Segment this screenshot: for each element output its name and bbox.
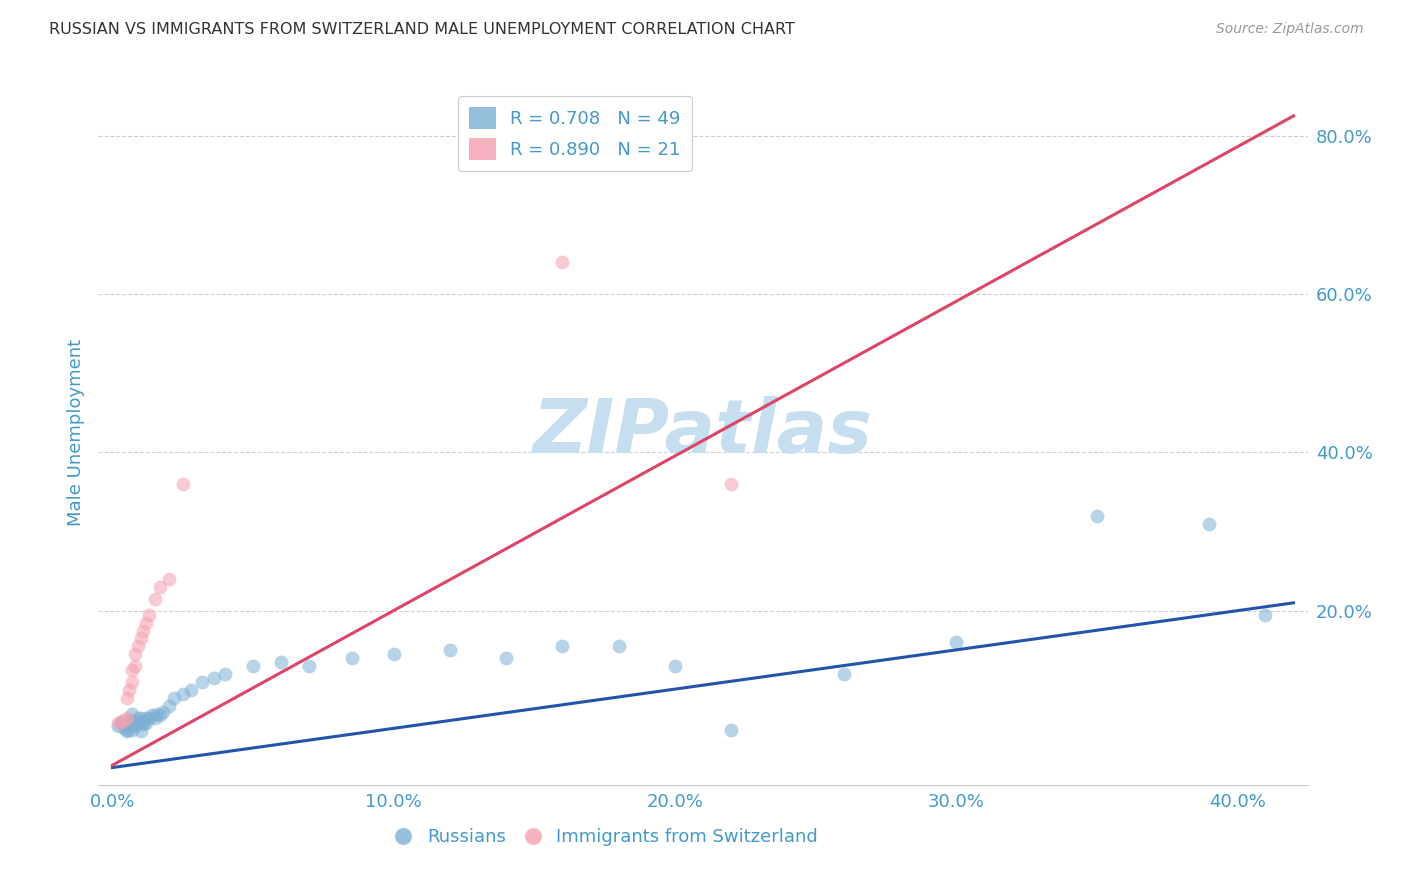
Point [664, 659, 686, 673]
Point [110, 714, 132, 729]
Point [121, 663, 143, 677]
Point [172, 477, 194, 491]
Point [138, 607, 160, 622]
Point [127, 711, 149, 725]
Point [135, 711, 157, 725]
Point [127, 640, 149, 654]
Point [202, 671, 225, 685]
Point [149, 580, 172, 594]
Point [115, 711, 138, 725]
Point [121, 706, 143, 721]
Point [214, 667, 236, 681]
Point [124, 659, 146, 673]
Point [152, 705, 174, 719]
Point [495, 651, 517, 665]
Y-axis label: Male Unemployment: Male Unemployment [66, 339, 84, 526]
Text: Source: ZipAtlas.com: Source: ZipAtlas.com [1216, 22, 1364, 37]
Point [157, 572, 180, 586]
Point [112, 721, 135, 735]
Point [132, 624, 155, 638]
Point [112, 713, 135, 727]
Point [439, 643, 461, 657]
Point [115, 690, 138, 705]
Point [298, 659, 321, 673]
Point [132, 717, 155, 731]
Point [340, 651, 363, 665]
Point [118, 682, 141, 697]
Point [720, 477, 742, 491]
Point [110, 714, 132, 729]
Point [945, 635, 967, 649]
Point [551, 255, 574, 269]
Point [129, 724, 152, 739]
Point [115, 724, 138, 739]
Point [129, 632, 152, 646]
Point [127, 716, 149, 731]
Point [149, 708, 172, 723]
Point [135, 615, 157, 630]
Point [720, 723, 742, 737]
Point [172, 687, 194, 701]
Point [1198, 516, 1220, 531]
Point [551, 640, 574, 654]
Point [107, 718, 129, 732]
Point [143, 711, 166, 725]
Point [1085, 508, 1108, 523]
Point [112, 716, 135, 731]
Point [135, 716, 157, 731]
Point [191, 675, 214, 690]
Point [132, 714, 155, 729]
Point [118, 713, 141, 727]
Text: RUSSIAN VS IMMIGRANTS FROM SWITZERLAND MALE UNEMPLOYMENT CORRELATION CHART: RUSSIAN VS IMMIGRANTS FROM SWITZERLAND M… [49, 22, 794, 37]
Point [180, 682, 202, 697]
Point [146, 706, 169, 721]
Point [141, 708, 163, 723]
Point [124, 714, 146, 729]
Point [121, 723, 143, 737]
Point [242, 659, 264, 673]
Point [270, 655, 292, 669]
Point [138, 711, 160, 725]
Point [832, 667, 855, 681]
Point [157, 698, 180, 713]
Legend: Russians, Immigrants from Switzerland: Russians, Immigrants from Switzerland [387, 821, 825, 854]
Point [607, 640, 630, 654]
Point [163, 690, 186, 705]
Point [121, 675, 143, 690]
Point [143, 591, 166, 606]
Point [115, 723, 138, 737]
Point [124, 718, 146, 732]
Point [129, 711, 152, 725]
Point [124, 648, 146, 662]
Point [107, 716, 129, 731]
Text: ZIPatlas: ZIPatlas [533, 396, 873, 469]
Point [382, 648, 405, 662]
Point [1254, 607, 1277, 622]
Point [118, 717, 141, 731]
